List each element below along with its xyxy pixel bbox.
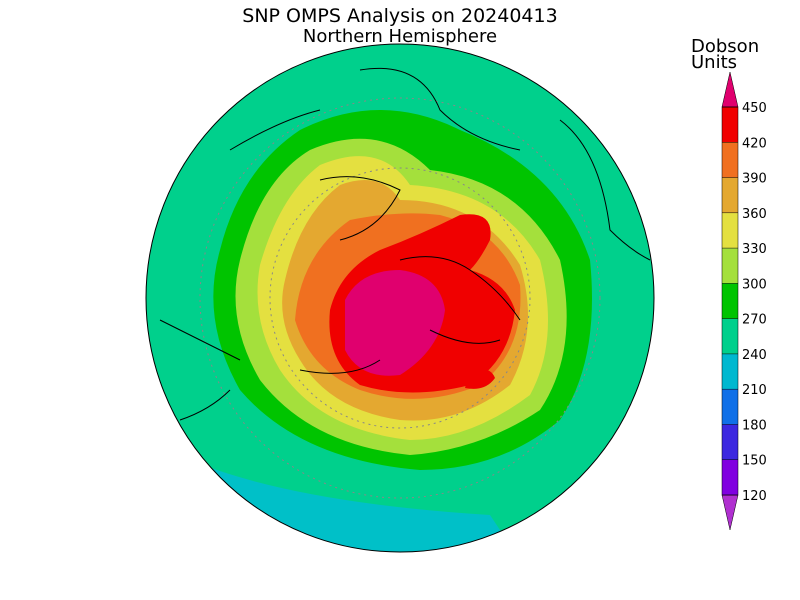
colorbar-band bbox=[722, 212, 738, 249]
colorbar-band bbox=[722, 353, 738, 390]
colorbar-label: 420 bbox=[742, 136, 767, 151]
colorbar-label: 240 bbox=[742, 348, 767, 363]
colorbar-band bbox=[722, 107, 738, 143]
colorbar-band bbox=[722, 177, 738, 213]
colorbar-band bbox=[722, 459, 738, 495]
legend-title: Units bbox=[691, 52, 737, 73]
globe-outline bbox=[145, 43, 655, 553]
colorbar-band bbox=[722, 142, 738, 178]
colorbar-band bbox=[722, 389, 738, 425]
colorbar-band bbox=[722, 318, 738, 354]
colorbar-label: 120 bbox=[742, 489, 767, 504]
colorbar-extreme bbox=[721, 71, 739, 108]
colorbar-label: 330 bbox=[742, 242, 767, 257]
ozone-map bbox=[146, 44, 654, 552]
colorbar-extreme bbox=[721, 494, 739, 531]
colorbar-label: 270 bbox=[742, 313, 767, 328]
subtitle: Northern Hemisphere bbox=[303, 26, 497, 47]
title: SNP OMPS Analysis on 20240413 bbox=[242, 5, 557, 27]
colorbar-label: 150 bbox=[742, 454, 767, 469]
colorbar-label: 390 bbox=[742, 172, 767, 187]
colorbar-band bbox=[722, 283, 738, 319]
colorbar-label: 210 bbox=[742, 383, 767, 398]
colorbar-label: 450 bbox=[742, 101, 767, 116]
colorbar-band bbox=[722, 424, 738, 460]
colorbar-label: 180 bbox=[742, 418, 767, 433]
colorbar-label: 300 bbox=[742, 277, 767, 292]
colorbar-label: 360 bbox=[742, 207, 767, 222]
legend-title: Dobson bbox=[691, 36, 759, 57]
colorbar-band bbox=[722, 248, 738, 284]
